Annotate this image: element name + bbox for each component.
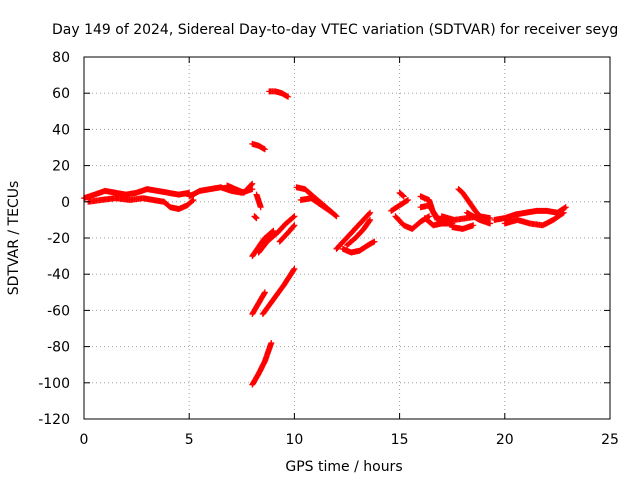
- y-tick-label: 20: [52, 159, 70, 175]
- data-track: [276, 222, 298, 245]
- x-tick-label: 5: [185, 432, 194, 448]
- y-tick-label: 40: [52, 122, 70, 138]
- tick-labels: 0 5 10 15 20 25 -120 -100 -80 -60 -40 -20 0 20 40 60 80: [38, 50, 619, 448]
- data-track: [449, 222, 477, 232]
- y-tick-label: -80: [47, 340, 70, 356]
- data-track: [259, 265, 298, 317]
- data-track: [421, 215, 456, 229]
- data-track: [266, 88, 292, 100]
- y-tick-label: 80: [52, 50, 70, 66]
- data-point-markers: [276, 222, 298, 245]
- y-tick-label: 0: [61, 195, 70, 211]
- data-track: [344, 216, 374, 249]
- x-tick-label: 25: [601, 432, 619, 448]
- data-track: [417, 193, 441, 223]
- data-point-markers: [501, 209, 567, 229]
- y-tick-label: -20: [47, 231, 70, 247]
- data-point-markers: [417, 193, 441, 223]
- x-axis-label: GPS time / hours: [285, 459, 402, 475]
- data-point-markers: [344, 216, 374, 249]
- x-tick-label: 0: [80, 432, 89, 448]
- data-point-markers: [249, 289, 268, 317]
- chart-title: Day 149 of 2024, Sidereal Day-to-day VTE…: [52, 22, 618, 38]
- data-point-markers: [266, 88, 292, 100]
- x-tick-label: 20: [496, 432, 514, 448]
- x-tick-label: 15: [391, 432, 409, 448]
- data-track: [161, 197, 197, 212]
- data-track: [463, 209, 494, 227]
- data-track: [253, 191, 264, 211]
- data-point-markers: [449, 222, 477, 232]
- data-track: [501, 209, 567, 229]
- data-track: [224, 180, 256, 196]
- data-point-markers: [463, 209, 494, 227]
- data-point-markers: [249, 227, 277, 260]
- data-point-markers: [421, 215, 456, 229]
- data-track: [249, 340, 275, 388]
- data-point-markers: [249, 140, 268, 153]
- data-point-markers: [339, 238, 378, 256]
- data-track: [255, 213, 298, 256]
- y-tick-label: -40: [47, 267, 70, 283]
- data-points: [81, 88, 569, 388]
- data-track: [249, 227, 277, 260]
- y-axis-label: SDTVAR / TECUs: [6, 181, 22, 296]
- data-point-markers: [396, 189, 407, 200]
- data-point-markers: [259, 265, 298, 317]
- data-point-markers: [161, 197, 197, 212]
- data-point-markers: [333, 209, 374, 252]
- y-tick-label: -100: [38, 376, 70, 392]
- data-track: [249, 140, 268, 153]
- y-tick-label: -60: [47, 303, 70, 319]
- axes: [83, 56, 611, 420]
- y-tick-label: 60: [52, 86, 70, 102]
- grid: [84, 57, 610, 419]
- data-point-markers: [249, 340, 275, 388]
- data-track: [297, 195, 336, 216]
- data-track: [491, 204, 569, 223]
- data-point-markers: [255, 213, 298, 256]
- data-point-markers: [253, 191, 264, 211]
- data-track: [249, 289, 268, 317]
- data-track: [339, 238, 378, 256]
- y-tick-label: -120: [38, 412, 70, 428]
- data-point-markers: [388, 197, 411, 214]
- data-point-markers: [224, 180, 256, 196]
- data-track: [388, 197, 411, 214]
- data-track: [333, 209, 374, 252]
- data-track: [251, 213, 260, 222]
- data-point-markers: [491, 204, 569, 223]
- data-point-markers: [251, 213, 260, 222]
- data-track: [396, 189, 407, 200]
- x-tick-label: 10: [285, 432, 303, 448]
- data-point-markers: [297, 195, 336, 216]
